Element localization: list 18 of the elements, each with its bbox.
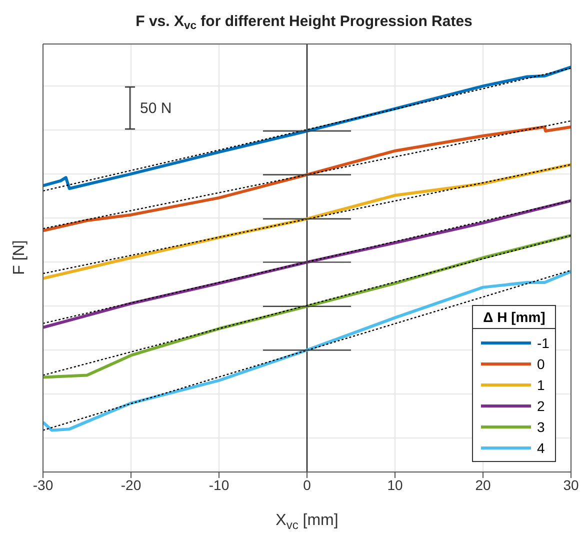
x-tick-label: -10	[208, 476, 230, 493]
annotation: 50 N	[140, 100, 172, 117]
chart-title: F vs. X$_{vc}$ for different Height Progression Rates	[136, 13, 472, 32]
x-tick-label: 30	[563, 476, 579, 493]
x-axis-title: X$_{vc}$ [mm]	[276, 512, 338, 532]
legend-label: 1	[537, 376, 545, 392]
legend-title: Δ H [mm]	[473, 306, 556, 329]
x-tick-label: 10	[387, 476, 403, 493]
legend-label: 4	[537, 440, 545, 456]
x-tick-label: -20	[120, 476, 142, 493]
x-tick-label: -30	[32, 476, 54, 493]
y-axis-title: F [N]	[11, 240, 28, 275]
legend-label: -1	[537, 334, 550, 350]
legend-label: 3	[537, 418, 545, 434]
legend-label: 0	[537, 356, 545, 372]
x-tick-label: 20	[475, 476, 491, 493]
legend-label: 2	[537, 398, 545, 414]
x-tick-label: 0	[303, 476, 312, 493]
